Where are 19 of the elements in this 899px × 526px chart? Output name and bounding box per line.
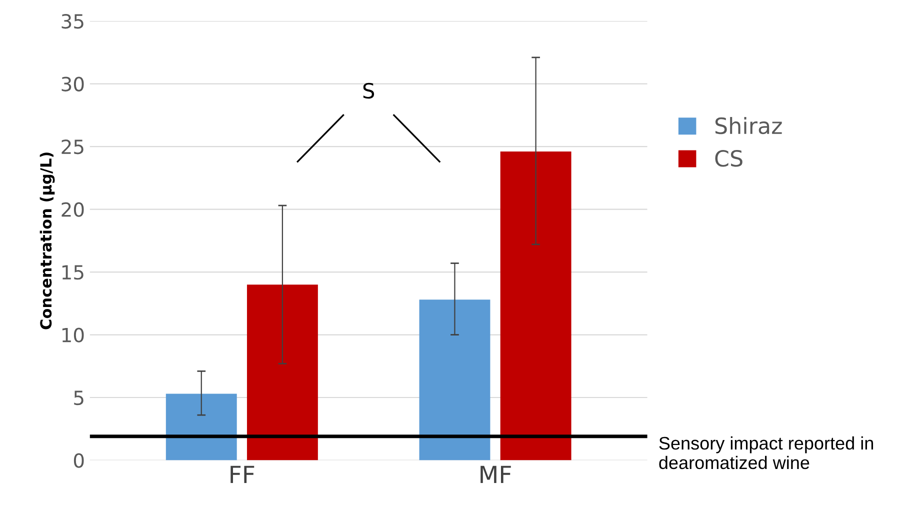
bar — [419, 300, 490, 460]
y-tick-label: 35 — [62, 14, 84, 29]
x-tick-label: FF — [230, 466, 254, 484]
y-tick-label: 30 — [62, 76, 84, 92]
annotation: S — [363, 82, 374, 99]
y-tick-label: 15 — [62, 265, 84, 280]
y-tick-label: 25 — [62, 139, 84, 154]
ref-line-label: Sensory impact reported in dearomatized wine — [659, 436, 874, 470]
y-axis-title: Concentration (µg/L) — [40, 152, 55, 330]
legend-label: Shiraz — [715, 116, 782, 134]
x-tick-label: MF — [480, 466, 511, 484]
y-tick-label: 10 — [62, 328, 84, 342]
legend-label: CS — [715, 150, 742, 167]
bar — [166, 394, 237, 460]
y-tick-label: 5 — [74, 390, 84, 406]
bar — [500, 152, 572, 460]
y-tick-label: 0 — [74, 453, 84, 468]
bar — [246, 284, 318, 460]
y-tick-label: 20 — [62, 202, 84, 217]
